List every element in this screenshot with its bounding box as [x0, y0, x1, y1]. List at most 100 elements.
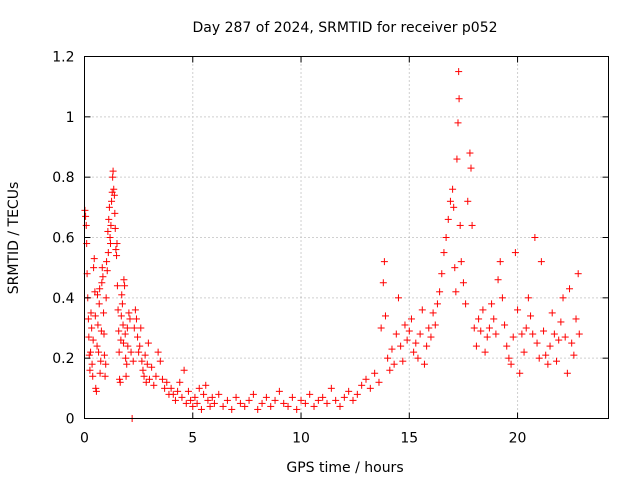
data-point — [174, 387, 182, 395]
data-point — [429, 309, 437, 317]
data-point — [455, 95, 463, 103]
data-point — [481, 348, 489, 356]
data-point — [548, 309, 556, 317]
data-point — [249, 390, 257, 398]
data-point — [306, 390, 314, 398]
data-point — [106, 240, 114, 248]
x-axis-label: GPS time / hours — [286, 460, 403, 476]
data-point — [131, 306, 139, 314]
data-point — [115, 348, 123, 356]
y-tick-label: 0.2 — [52, 351, 74, 367]
data-point — [182, 399, 190, 407]
data-point — [113, 282, 121, 290]
data-point — [394, 294, 402, 302]
data-point — [88, 324, 96, 332]
data-point — [176, 378, 184, 386]
data-point — [561, 333, 569, 341]
data-point — [446, 197, 454, 205]
data-point — [92, 384, 100, 392]
data-point — [140, 372, 148, 380]
data-point — [178, 393, 186, 401]
data-point — [416, 330, 424, 338]
data-point — [542, 351, 550, 359]
data-point — [108, 197, 116, 205]
y-tick-label: 1 — [66, 110, 75, 126]
data-point — [401, 321, 409, 329]
data-point — [442, 234, 450, 241]
data-point — [550, 330, 558, 338]
data-point — [518, 330, 526, 338]
data-point — [116, 378, 124, 386]
data-point — [466, 149, 474, 157]
data-point — [267, 402, 275, 410]
data-point — [109, 173, 117, 181]
data-point — [457, 258, 465, 266]
data-point — [110, 191, 118, 199]
data-point — [522, 324, 530, 332]
data-point — [440, 249, 448, 257]
data-point — [563, 369, 571, 377]
data-point — [223, 396, 231, 404]
data-point — [120, 276, 128, 284]
data-point — [436, 288, 444, 296]
data-point — [479, 306, 487, 314]
data-point — [444, 215, 452, 223]
data-point — [111, 224, 119, 232]
data-point — [119, 321, 127, 329]
data-point — [390, 360, 398, 368]
data-point — [121, 282, 129, 290]
data-point — [488, 300, 496, 308]
data-point — [464, 197, 472, 205]
data-point — [118, 291, 126, 299]
data-point — [572, 315, 580, 323]
data-point — [451, 264, 459, 272]
data-point — [570, 351, 578, 359]
chart-title: Day 287 of 2024, SRMTID for receiver p05… — [192, 20, 497, 36]
data-point — [87, 348, 95, 356]
data-point — [103, 258, 111, 266]
data-point — [557, 318, 565, 326]
data-point — [450, 203, 458, 211]
data-point — [102, 360, 110, 368]
data-point — [134, 333, 142, 341]
data-point — [101, 372, 109, 380]
data-point — [105, 203, 113, 211]
data-point — [403, 336, 411, 344]
data-point — [163, 378, 171, 386]
x-tick-label: 15 — [400, 431, 418, 447]
data-point — [568, 339, 576, 347]
data-point — [386, 366, 394, 374]
data-point — [507, 360, 515, 368]
data-point — [85, 351, 93, 359]
data-point — [297, 396, 305, 404]
data-point — [379, 279, 387, 287]
data-point — [490, 315, 498, 323]
data-point — [232, 393, 240, 401]
data-point — [462, 300, 470, 308]
data-point — [505, 354, 513, 362]
data-point — [452, 288, 460, 296]
data-point — [456, 221, 464, 229]
x-tick-label: 5 — [188, 431, 197, 447]
data-point — [204, 396, 212, 404]
data-point — [184, 387, 192, 395]
data-point — [197, 405, 205, 413]
data-point — [377, 324, 385, 332]
data-point — [449, 185, 457, 193]
data-point — [535, 354, 543, 362]
data-point — [455, 68, 463, 76]
data-point — [293, 405, 301, 413]
data-point — [106, 234, 114, 241]
data-point — [310, 402, 318, 410]
data-point — [219, 402, 227, 410]
data-point — [114, 306, 122, 314]
data-point — [353, 390, 361, 398]
data-point — [262, 393, 270, 401]
data-point — [574, 270, 582, 278]
data-point — [271, 396, 279, 404]
data-point — [121, 330, 129, 338]
data-point — [126, 315, 134, 323]
data-point — [288, 393, 296, 401]
data-point — [193, 399, 201, 407]
y-tick-label: 0.8 — [52, 170, 74, 186]
